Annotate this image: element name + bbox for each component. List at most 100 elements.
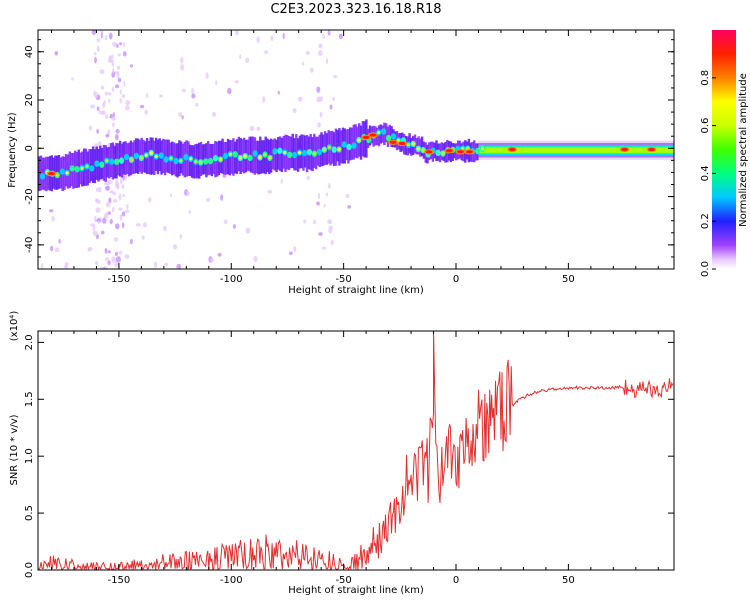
spectrogram-speckle xyxy=(316,96,322,103)
spectrogram-core xyxy=(331,146,337,153)
spectrogram-speckle xyxy=(121,222,125,229)
spectrogram-speckle xyxy=(119,214,123,221)
spectrogram-core xyxy=(381,128,387,135)
spectrogram-speckle xyxy=(100,230,105,235)
spectrogram-speckle xyxy=(71,77,74,81)
spectrogram-speckle xyxy=(107,260,111,266)
spectrogram-speckle xyxy=(328,182,331,189)
spectrogram-speckle xyxy=(210,258,214,263)
spectrogram-hotspot-core xyxy=(508,147,516,152)
spectrogram-core xyxy=(272,148,278,155)
spectrogram-speckle xyxy=(215,80,218,86)
spectrogram-band xyxy=(255,140,258,174)
spectrogram-speckle xyxy=(125,100,131,106)
spectrogram-band xyxy=(167,139,170,174)
spectrogram-core xyxy=(183,154,189,161)
spectrogram-hotspot-core xyxy=(648,147,655,152)
spectrogram-band xyxy=(388,124,391,145)
spectrogram-core xyxy=(158,152,164,159)
spectrogram-speckle xyxy=(105,134,110,138)
spectrogram-speckle xyxy=(122,193,125,198)
spectrogram-speckle xyxy=(58,238,61,244)
spectrogram-peak xyxy=(189,157,193,161)
spectrogram-speckle xyxy=(109,58,113,63)
spectrogram-speckle xyxy=(124,174,128,181)
spectrogram-speckle xyxy=(109,32,113,40)
spectrogram-speckle xyxy=(96,45,100,53)
spectrogram-band xyxy=(232,138,235,176)
spectrogram-speckle xyxy=(277,91,280,95)
spectrogram-band xyxy=(352,124,355,160)
spectrogram-speckle xyxy=(297,96,303,102)
spectrogram-band xyxy=(241,139,244,173)
spectrogram-speckle xyxy=(90,223,96,227)
spectrogram-speckle xyxy=(115,128,120,134)
spectrogram-speckle xyxy=(97,220,100,224)
spectrogram-speckle xyxy=(111,256,117,264)
spectrogram-speckle xyxy=(267,189,273,194)
spectrogram-speckle xyxy=(109,113,113,119)
spectrogram-speckle xyxy=(303,219,307,224)
spectrogram-speckle xyxy=(111,71,116,78)
spectrogram-speckle xyxy=(64,262,69,267)
spectrogram-speckle xyxy=(106,201,111,208)
spectrogram-speckle xyxy=(159,94,163,98)
spectrogram-core xyxy=(133,152,139,160)
spectrogram-core xyxy=(435,149,441,156)
spectrogram-band xyxy=(336,129,339,162)
spectrogram-core xyxy=(247,154,253,162)
spectrogram-speckle xyxy=(116,183,120,190)
spectrogram-speckle xyxy=(92,230,98,236)
spectrogram-speckle xyxy=(181,88,186,93)
spectrogram-speckle xyxy=(179,233,183,240)
spectrogram-peak xyxy=(85,164,89,168)
spectrogram-core xyxy=(277,147,283,154)
spectrogram-band xyxy=(359,125,363,160)
spectrogram-speckle xyxy=(49,245,54,252)
spectrogram-peak xyxy=(441,151,445,156)
spectrogram-speckle xyxy=(107,211,111,215)
spectrogram-speckle xyxy=(104,247,108,254)
spectrogram-speckle xyxy=(205,72,209,79)
spectrogram-speckle xyxy=(141,235,145,241)
spectrogram-speckle xyxy=(235,30,239,36)
x-tick-label: 50 xyxy=(562,575,575,586)
spectrogram-speckle xyxy=(99,30,104,33)
spectrogram-speckle xyxy=(301,61,305,66)
figure-title: C2E3.2023.323.16.18.R18 xyxy=(270,2,442,17)
spectrogram-speckle xyxy=(115,84,120,89)
spectrogram-hotspot-core xyxy=(369,133,377,137)
spectrogram-speckle xyxy=(112,67,115,74)
spectrogram-core xyxy=(475,147,481,155)
spectrogram-band xyxy=(178,140,181,176)
spectrogram-speckle xyxy=(96,106,100,112)
snr-panel: -150 -100 -50 0 50 0.0 0.5 1.0 1.5 2.0 Height of … xyxy=(9,311,675,596)
spectrogram-hotspot-core xyxy=(398,141,406,146)
spectrogram-core xyxy=(114,158,120,165)
spectrogram-core xyxy=(222,152,228,160)
spectrogram-speckle xyxy=(105,257,109,262)
spectrogram-speckle xyxy=(173,244,178,250)
spectrogram-speckle xyxy=(217,252,222,257)
spectrogram-peak xyxy=(406,143,410,147)
spectrogram-band xyxy=(250,136,253,173)
spectrogram-speckle xyxy=(119,98,123,104)
spectrogram-speckle xyxy=(148,197,152,203)
spectrogram-hotspot-core xyxy=(621,147,628,152)
colorbar-label: Normalized spectral amplitude xyxy=(738,73,749,227)
spectrogram-core xyxy=(316,148,322,156)
spectrogram-speckle xyxy=(321,246,327,250)
spectrogram-speckle xyxy=(316,201,320,206)
colorbar-tick-label: 0.8 xyxy=(700,70,711,86)
spectrogram-speckle xyxy=(108,92,112,96)
spectrogram-core xyxy=(386,134,392,142)
y-tick-label: 1.0 xyxy=(24,448,35,464)
x-tick-label: -50 xyxy=(335,575,351,586)
spectrogram-speckle xyxy=(109,218,113,225)
spectrogram-speckle xyxy=(345,193,350,199)
spectrogram-ylabel: Frequency (Hz) xyxy=(7,112,18,188)
spectrogram-peak xyxy=(80,166,84,170)
spectrogram-band xyxy=(57,155,61,189)
spectrogram-peak xyxy=(179,159,183,163)
spectrogram-speckle xyxy=(180,57,184,64)
